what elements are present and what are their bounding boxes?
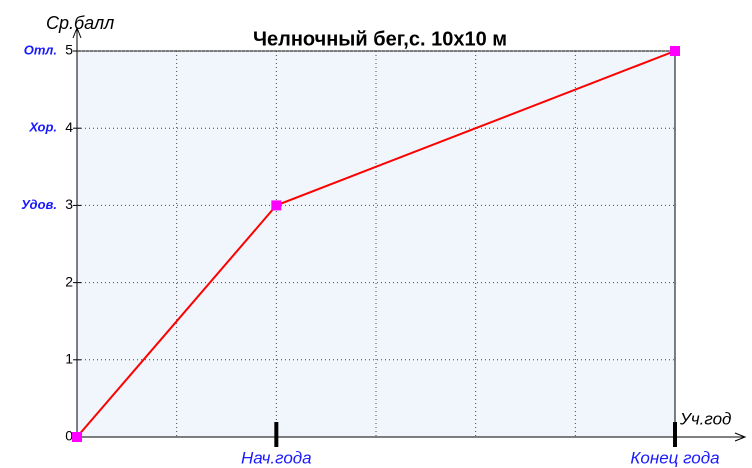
x-tick-label: Конец года — [630, 448, 719, 467]
point-marker — [271, 200, 282, 211]
y-tick-label: 0 — [65, 428, 73, 444]
x-axis-arrow — [734, 432, 747, 442]
y-tick-label: 2 — [65, 273, 73, 289]
y-tick-label: 4 — [65, 119, 73, 135]
y-axis-arrow — [72, 26, 82, 39]
grade-label: Хор. — [28, 120, 57, 135]
grade-label: Удов. — [21, 197, 57, 212]
chart-title: Челночный бег,с. 10х10 м — [253, 28, 507, 50]
y-tick-label: 5 — [65, 42, 73, 58]
y-axis-label: Ср.балл — [46, 13, 114, 33]
point-marker — [670, 46, 680, 56]
x-axis-label: Уч.год — [679, 409, 731, 428]
x-tick-label: Нач.года — [241, 448, 312, 467]
grade-label: Отл. — [24, 42, 57, 57]
y-tick-label: 3 — [65, 196, 73, 212]
y-tick-label: 1 — [65, 351, 73, 367]
point-marker — [72, 432, 82, 442]
